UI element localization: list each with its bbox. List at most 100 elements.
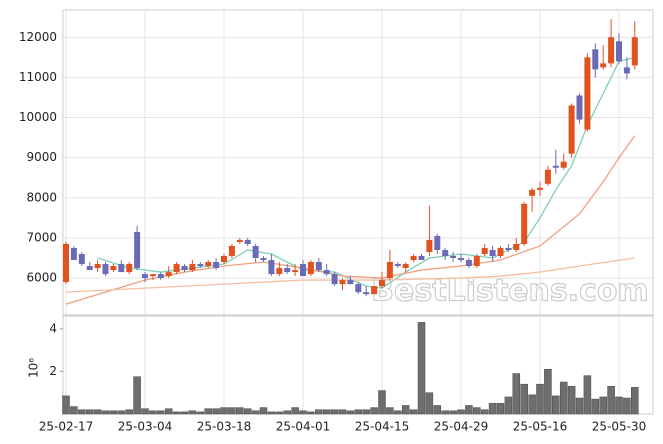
- candle-body: [631, 37, 638, 66]
- candle-body: [402, 264, 409, 269]
- volume-bar: [322, 409, 331, 415]
- candle-body: [102, 264, 109, 275]
- volume-bar: [607, 386, 615, 415]
- volume-bar: [172, 411, 181, 415]
- volume-bar: [504, 396, 513, 415]
- candle-body: [331, 274, 338, 285]
- x-tick-label: 25-04-01: [276, 420, 330, 434]
- volume-bar: [338, 409, 347, 415]
- volume-bar: [354, 409, 363, 415]
- candle-body: [292, 270, 299, 273]
- candle-body: [276, 268, 283, 275]
- candle-body: [142, 274, 148, 279]
- volume-bar: [544, 369, 552, 415]
- x-tick-label: 25-03-18: [197, 420, 251, 434]
- candle-body: [465, 260, 472, 267]
- x-tick-label: 25-04-15: [355, 420, 409, 434]
- volume-bar: [386, 407, 394, 415]
- x-tick-label: 25-04-29: [434, 420, 488, 434]
- candle-body: [568, 105, 575, 154]
- y-tick-label: 6000: [26, 271, 57, 285]
- y-tick-label: 4: [49, 321, 57, 335]
- candle-body: [134, 231, 141, 269]
- volume-bar: [141, 408, 149, 415]
- volume-bar: [243, 408, 252, 415]
- volume-bar: [583, 375, 592, 415]
- x-tick-label: 25-03-04: [118, 420, 172, 434]
- y-tick-label: 12000: [19, 30, 57, 44]
- volume-bar: [196, 411, 205, 415]
- candle-body: [284, 268, 291, 273]
- candle-body: [78, 254, 85, 265]
- volume-bar: [567, 386, 576, 415]
- volume-bar: [425, 392, 434, 415]
- volume-bar: [552, 395, 560, 415]
- candle-body: [228, 245, 235, 257]
- candle-body: [363, 292, 370, 295]
- volume-bar: [591, 398, 600, 415]
- y-tick-label: 7000: [26, 230, 57, 244]
- candle-body: [410, 256, 417, 261]
- candle-body: [236, 239, 243, 242]
- volume-bar: [275, 411, 284, 415]
- volume-bar: [449, 410, 457, 415]
- volume-bar: [394, 410, 402, 415]
- candle-body: [157, 274, 164, 279]
- volume-bar: [299, 410, 307, 415]
- candle-body: [165, 272, 172, 277]
- volume-bar: [212, 408, 220, 415]
- y-tick-label: 2: [49, 364, 57, 378]
- volume-bar: [378, 390, 386, 415]
- x-tick-label: 25-05-30: [592, 420, 646, 434]
- candle-body: [307, 262, 314, 275]
- volume-bar: [559, 381, 568, 415]
- volume-bar: [480, 409, 489, 415]
- volume-bar: [457, 409, 465, 415]
- candle-body: [442, 249, 449, 257]
- volume-bar: [267, 411, 276, 415]
- candle-body: [371, 286, 378, 295]
- volume-bar: [291, 407, 299, 415]
- y-tick-label: 11000: [19, 70, 57, 84]
- volume-bar: [117, 410, 126, 415]
- candle-body: [110, 266, 117, 271]
- candle-body: [221, 256, 227, 263]
- candle-body: [268, 260, 275, 275]
- moving-average-line: [65, 257, 635, 293]
- candle-body: [537, 187, 543, 190]
- volume-bar: [228, 407, 236, 415]
- volume-bar: [220, 407, 228, 415]
- volume-bar: [204, 408, 212, 415]
- volume-bar: [259, 407, 268, 415]
- volume-bar: [473, 407, 481, 415]
- candle-body: [616, 41, 622, 62]
- candle-body: [339, 280, 346, 285]
- candle-body: [86, 266, 93, 271]
- price-frame: [62, 9, 654, 316]
- volume-bar: [180, 411, 189, 415]
- volume-bar: [109, 410, 118, 415]
- candle-body: [608, 37, 615, 64]
- volume-bar: [623, 397, 631, 415]
- candle-body: [63, 243, 69, 283]
- candle-body: [323, 270, 330, 275]
- candle-body: [426, 239, 433, 252]
- volume-bar: [409, 409, 418, 415]
- volume-bar: [512, 373, 521, 415]
- volume-bar: [70, 406, 78, 415]
- volume-bar: [536, 383, 544, 415]
- candle-body: [552, 165, 559, 168]
- candle-body: [450, 256, 457, 259]
- volume-bar: [465, 405, 473, 415]
- candle-body: [205, 262, 212, 267]
- candle-body: [623, 67, 630, 74]
- y-tick-label: 10000: [19, 110, 57, 124]
- moving-average-line: [97, 56, 635, 289]
- candle-body: [584, 57, 591, 130]
- candle-body: [576, 95, 583, 120]
- candle-body: [197, 264, 204, 267]
- candle-body: [489, 249, 496, 257]
- candle-body: [355, 284, 362, 293]
- candle-body: [497, 247, 504, 257]
